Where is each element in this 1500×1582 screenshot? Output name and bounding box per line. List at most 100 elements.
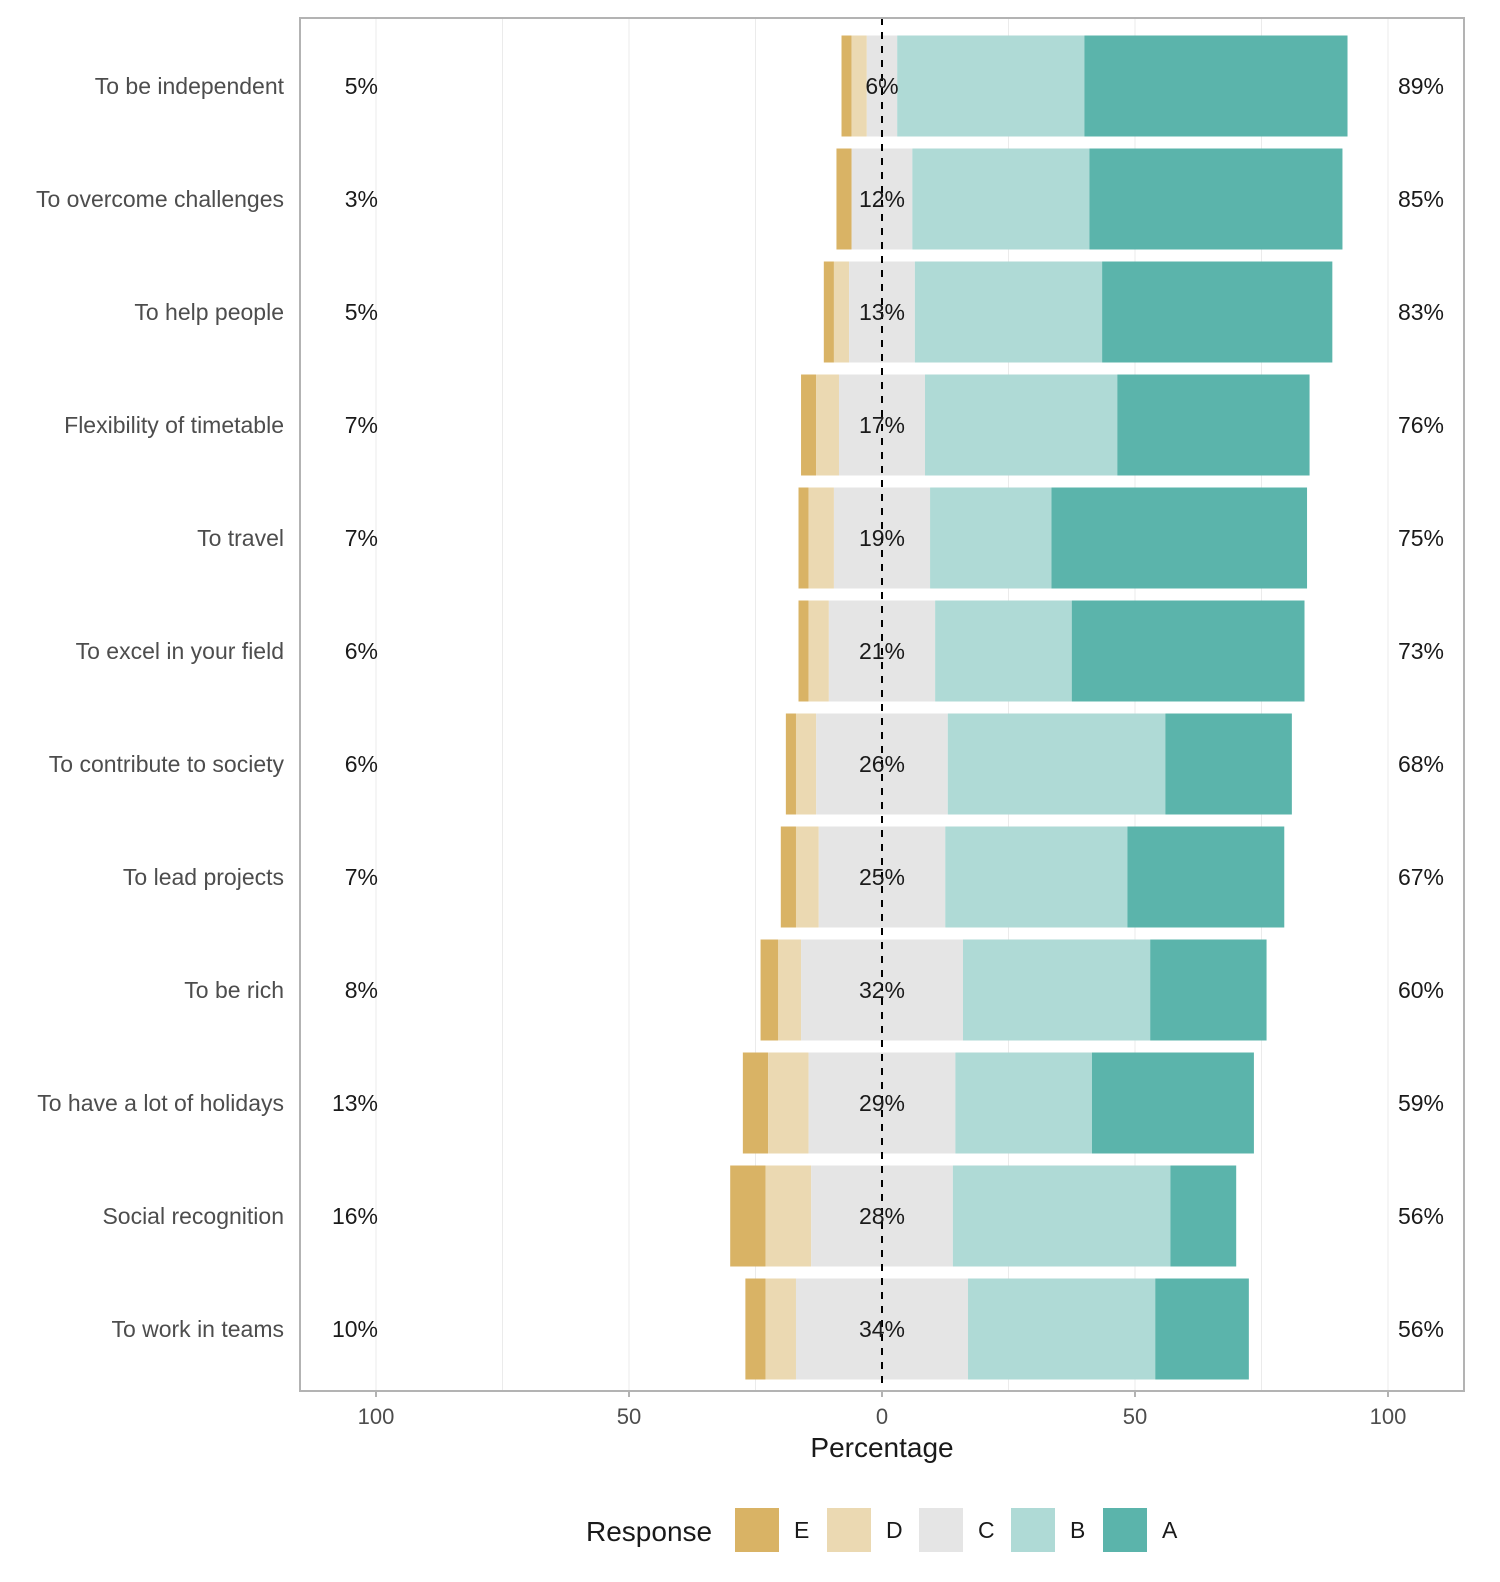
category-label: To be independent <box>95 73 285 99</box>
bar-segment-a <box>1150 939 1267 1041</box>
bars-group <box>730 35 1348 1380</box>
bar-segment-d <box>808 600 829 702</box>
x-tick-label: 100 <box>358 1404 395 1429</box>
category-label: To be rich <box>184 977 284 1003</box>
bar-segment-e <box>801 374 817 476</box>
center-percentage-label: 29% <box>859 1090 905 1116</box>
right-percentage-label: 83% <box>1398 299 1444 325</box>
bar-segment-b <box>897 35 1085 137</box>
category-label: To have a lot of holidays <box>37 1090 284 1116</box>
center-percentage-label: 34% <box>859 1316 905 1342</box>
legend-key-c <box>919 1508 963 1552</box>
category-label: To travel <box>197 525 284 551</box>
legend-label: A <box>1162 1517 1178 1543</box>
bar-segment-d <box>833 261 850 363</box>
bar-segment-b <box>925 374 1118 476</box>
category-label: To overcome challenges <box>36 186 284 212</box>
legend-label: D <box>886 1517 903 1543</box>
bar-segment-d <box>808 487 834 589</box>
right-percentage-label: 59% <box>1398 1090 1444 1116</box>
bar-segment-d <box>768 1052 809 1154</box>
center-percentage-label: 25% <box>859 864 905 890</box>
category-label: To excel in your field <box>76 638 284 664</box>
category-label: Flexibility of timetable <box>64 412 284 438</box>
x-axis-ticks: 100 50 0 50 100 <box>358 1391 1407 1429</box>
bar-segment-b <box>914 261 1103 363</box>
legend-label: B <box>1070 1517 1085 1543</box>
legend-key-e <box>735 1508 779 1552</box>
right-percentage-label: 89% <box>1398 73 1444 99</box>
bar-segment-b <box>968 1278 1156 1380</box>
bar-segment-a <box>1084 35 1348 137</box>
grid-lines <box>375 18 1389 1391</box>
percentage-labels: 5% 6% 89% 3% 12% 85% 5% 13% 83% 7% 17% 76% 7% 19% 75% 6… <box>332 73 1444 1342</box>
bar-segment-a <box>1102 261 1333 363</box>
bar-segment-d <box>778 939 802 1041</box>
right-percentage-label: 73% <box>1398 638 1444 664</box>
right-percentage-label: 56% <box>1398 1316 1444 1342</box>
bar-segment-b <box>912 148 1090 250</box>
legend-label: E <box>794 1517 809 1543</box>
right-percentage-label: 75% <box>1398 525 1444 551</box>
left-percentage-label: 7% <box>345 864 378 890</box>
bar-segment-b <box>935 600 1072 702</box>
legend-title: Response <box>586 1516 712 1547</box>
center-percentage-label: 32% <box>859 977 905 1003</box>
center-percentage-label: 6% <box>865 73 898 99</box>
bar-segment-e <box>798 600 809 702</box>
right-percentage-label: 85% <box>1398 186 1444 212</box>
x-tick-label: 100 <box>1370 1404 1407 1429</box>
bar-segment-e <box>841 35 852 137</box>
left-percentage-label: 7% <box>345 525 378 551</box>
bar-segment-e <box>785 713 796 815</box>
bar-segment-b <box>955 1052 1092 1154</box>
center-percentage-label: 26% <box>859 751 905 777</box>
left-percentage-label: 10% <box>332 1316 378 1342</box>
bar-segment-b <box>947 713 1166 815</box>
legend-key-d <box>827 1508 871 1552</box>
x-tick-label: 0 <box>876 1404 888 1429</box>
bar-segment-d <box>795 713 817 815</box>
category-label: To contribute to society <box>49 751 285 777</box>
bar-segment-e <box>798 487 809 589</box>
bar-segment-b <box>930 487 1052 589</box>
legend-key-b <box>1011 1508 1055 1552</box>
bar-segment-d <box>765 1278 796 1380</box>
bar-segment-d <box>816 374 839 476</box>
center-percentage-label: 19% <box>859 525 905 551</box>
bar-segment-a <box>1089 148 1343 250</box>
bar-segment-b <box>952 1165 1171 1267</box>
left-percentage-label: 16% <box>332 1203 378 1229</box>
right-percentage-label: 76% <box>1398 412 1444 438</box>
right-percentage-label: 56% <box>1398 1203 1444 1229</box>
bar-segment-e <box>730 1165 766 1267</box>
left-percentage-label: 8% <box>345 977 378 1003</box>
category-labels: To be independent To overcome challenges T… <box>36 73 285 1342</box>
bar-segment-d <box>851 35 867 137</box>
category-label: To work in teams <box>111 1316 284 1342</box>
bar-segment-e <box>836 148 852 250</box>
bar-segment-e <box>823 261 834 363</box>
bar-segment-a <box>1071 600 1305 702</box>
bar-segment-e <box>742 1052 769 1154</box>
left-percentage-label: 5% <box>345 299 378 325</box>
right-percentage-label: 60% <box>1398 977 1444 1003</box>
x-tick-label: 50 <box>1123 1404 1147 1429</box>
center-percentage-label: 17% <box>859 412 905 438</box>
center-percentage-label: 28% <box>859 1203 905 1229</box>
bar-segment-a <box>1127 826 1285 928</box>
bar-segment-a <box>1165 713 1292 815</box>
bar-segment-e <box>760 939 779 1041</box>
center-percentage-label: 13% <box>859 299 905 325</box>
left-percentage-label: 5% <box>345 73 378 99</box>
legend-key-a <box>1103 1508 1147 1552</box>
bar-segment-a <box>1170 1165 1237 1267</box>
left-percentage-label: 7% <box>345 412 378 438</box>
bar-segment-a <box>1117 374 1310 476</box>
bar-segment-a <box>1091 1052 1254 1154</box>
bar-segment-a <box>1155 1278 1249 1380</box>
right-percentage-label: 67% <box>1398 864 1444 890</box>
center-percentage-label: 21% <box>859 638 905 664</box>
category-label: To lead projects <box>123 864 284 890</box>
